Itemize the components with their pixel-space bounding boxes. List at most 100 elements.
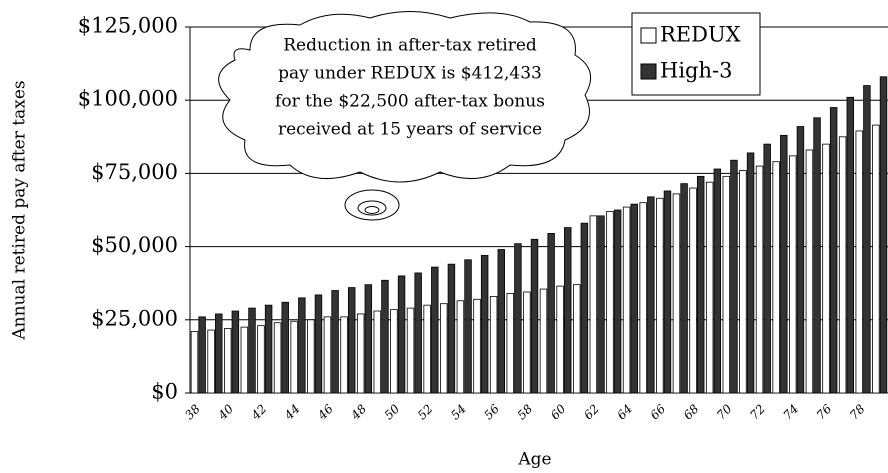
bar [431, 266, 439, 394]
x-tick-label: 74 [780, 402, 801, 423]
y-tick-label: $75,000 [91, 160, 178, 184]
bar [722, 175, 731, 394]
bar [307, 319, 315, 394]
bar [440, 303, 448, 394]
bar [589, 215, 598, 394]
bar [872, 124, 880, 394]
bar [556, 285, 564, 394]
bar [746, 152, 755, 394]
bar [846, 96, 855, 394]
bar [248, 307, 256, 394]
bar [672, 193, 681, 394]
bar [257, 325, 265, 394]
y-tick-label: $100,000 [78, 87, 178, 111]
y-tick-label: $50,000 [91, 233, 178, 257]
bar [331, 290, 339, 394]
bar [547, 233, 555, 394]
bar [473, 298, 481, 394]
legend-label: High-3 [660, 59, 732, 83]
bar [630, 203, 638, 394]
bar [763, 143, 771, 394]
x-tick-label: 38 [182, 401, 203, 422]
legend-label: REDUX [660, 23, 741, 47]
y-axis-label: Annual retired pay after taxes [10, 80, 30, 340]
bar [298, 297, 306, 394]
y-tick-label: $125,000 [78, 14, 178, 38]
bar [855, 130, 863, 394]
bar [680, 183, 688, 394]
bar [805, 149, 814, 394]
bar [622, 206, 631, 394]
bar [447, 263, 456, 394]
x-tick-label: 70 [714, 401, 735, 422]
x-tick-label: 78 [847, 401, 868, 422]
x-tick-label: 46 [314, 401, 336, 423]
bar [381, 279, 389, 394]
bar [231, 310, 240, 394]
bar [597, 215, 605, 394]
bar [190, 331, 199, 394]
bar [390, 309, 398, 394]
bar [240, 326, 249, 394]
bar [813, 117, 821, 394]
bar [689, 187, 697, 394]
x-tick-label: 72 [747, 402, 768, 423]
bar [340, 316, 348, 394]
bar [539, 288, 548, 394]
bar [780, 134, 788, 394]
bar [423, 304, 431, 394]
bar [489, 295, 498, 394]
x-tick-label: 68 [681, 401, 702, 422]
bar [480, 254, 489, 394]
bar [506, 293, 514, 394]
x-tick-label: 52 [415, 402, 436, 423]
x-tick-label: 60 [548, 401, 569, 422]
legend-swatch [640, 63, 657, 80]
bar [789, 155, 797, 394]
bar [397, 275, 406, 394]
bar [356, 313, 365, 394]
bar [497, 249, 506, 394]
x-tick-label: 58 [515, 401, 536, 422]
bar [314, 294, 323, 394]
bar [639, 202, 647, 394]
bar [264, 304, 273, 394]
bar [713, 168, 722, 394]
bar [281, 301, 289, 394]
x-axis-label: Age [517, 450, 551, 470]
bar [414, 272, 422, 394]
x-tick-label: 56 [481, 401, 502, 422]
bar [215, 313, 223, 394]
annotation-line: pay under REDUX is $412,433 [278, 64, 542, 84]
bar [772, 161, 780, 394]
bar [364, 284, 373, 394]
bar [838, 136, 847, 394]
bar [647, 196, 655, 394]
x-tick-label: 54 [448, 402, 469, 423]
callout-bubble [364, 206, 380, 214]
bar [514, 243, 522, 394]
bar [207, 329, 215, 394]
x-tick-label: 62 [581, 402, 602, 423]
bar [523, 291, 531, 394]
bar [739, 170, 747, 394]
bar [573, 284, 581, 394]
bar [613, 209, 622, 394]
bar [755, 165, 764, 394]
bar [223, 328, 232, 394]
bar [606, 211, 614, 394]
y-tick-label: $0 [151, 380, 178, 404]
legend-box [631, 12, 761, 96]
bar [796, 126, 805, 394]
bar [829, 107, 838, 394]
bar [290, 320, 298, 394]
bar [347, 287, 356, 394]
bar [879, 76, 888, 394]
annotation-line: for the $22,500 after-tax bonus [275, 92, 545, 112]
annotation-line: Reduction in after-tax retired [283, 36, 537, 56]
bar [198, 316, 206, 394]
bar [373, 310, 382, 394]
bar [580, 222, 589, 394]
bar [656, 197, 664, 394]
